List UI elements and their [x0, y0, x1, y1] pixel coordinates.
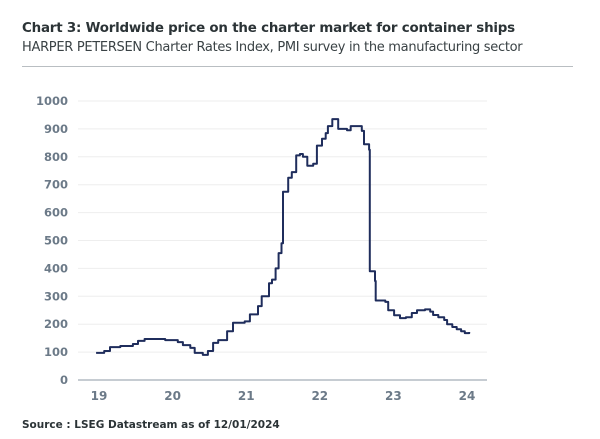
- series-group: [96, 118, 471, 356]
- y-tick-label: 500: [44, 234, 68, 248]
- x-axis-ticks: 19 20 21 22 23 24: [91, 389, 476, 403]
- x-tick-label: 23: [385, 389, 402, 403]
- x-tick-label: 21: [238, 389, 255, 403]
- x-tick-label: 22: [311, 389, 328, 403]
- y-tick-label: 300: [44, 289, 68, 303]
- y-axis-ticks: 0 100 200 300 400 500 600 700 800 900 1000: [36, 94, 68, 387]
- y-tick-label: 600: [44, 206, 68, 220]
- y-tick-label: 200: [44, 317, 68, 331]
- y-tick-label: 400: [44, 261, 68, 275]
- gridlines: [78, 100, 487, 353]
- x-tick-label: 24: [459, 389, 476, 403]
- source-note: Source : LSEG Datastream as of 12/01/202…: [22, 419, 280, 431]
- title-separator: [22, 66, 573, 67]
- y-tick-label: 0: [60, 373, 68, 387]
- y-tick-label: 700: [44, 178, 68, 192]
- y-tick-label: 100: [44, 345, 68, 359]
- x-tick-label: 19: [91, 389, 108, 403]
- y-tick-label: 800: [44, 150, 68, 164]
- x-tick-label: 20: [164, 389, 181, 403]
- chart-subtitle: HARPER PETERSEN Charter Rates Index, PMI…: [22, 40, 523, 55]
- chart-title: Chart 3: Worldwide price on the charter …: [22, 21, 515, 36]
- y-tick-label: 1000: [36, 94, 68, 108]
- series-line: [96, 118, 471, 356]
- y-tick-label: 900: [44, 122, 68, 136]
